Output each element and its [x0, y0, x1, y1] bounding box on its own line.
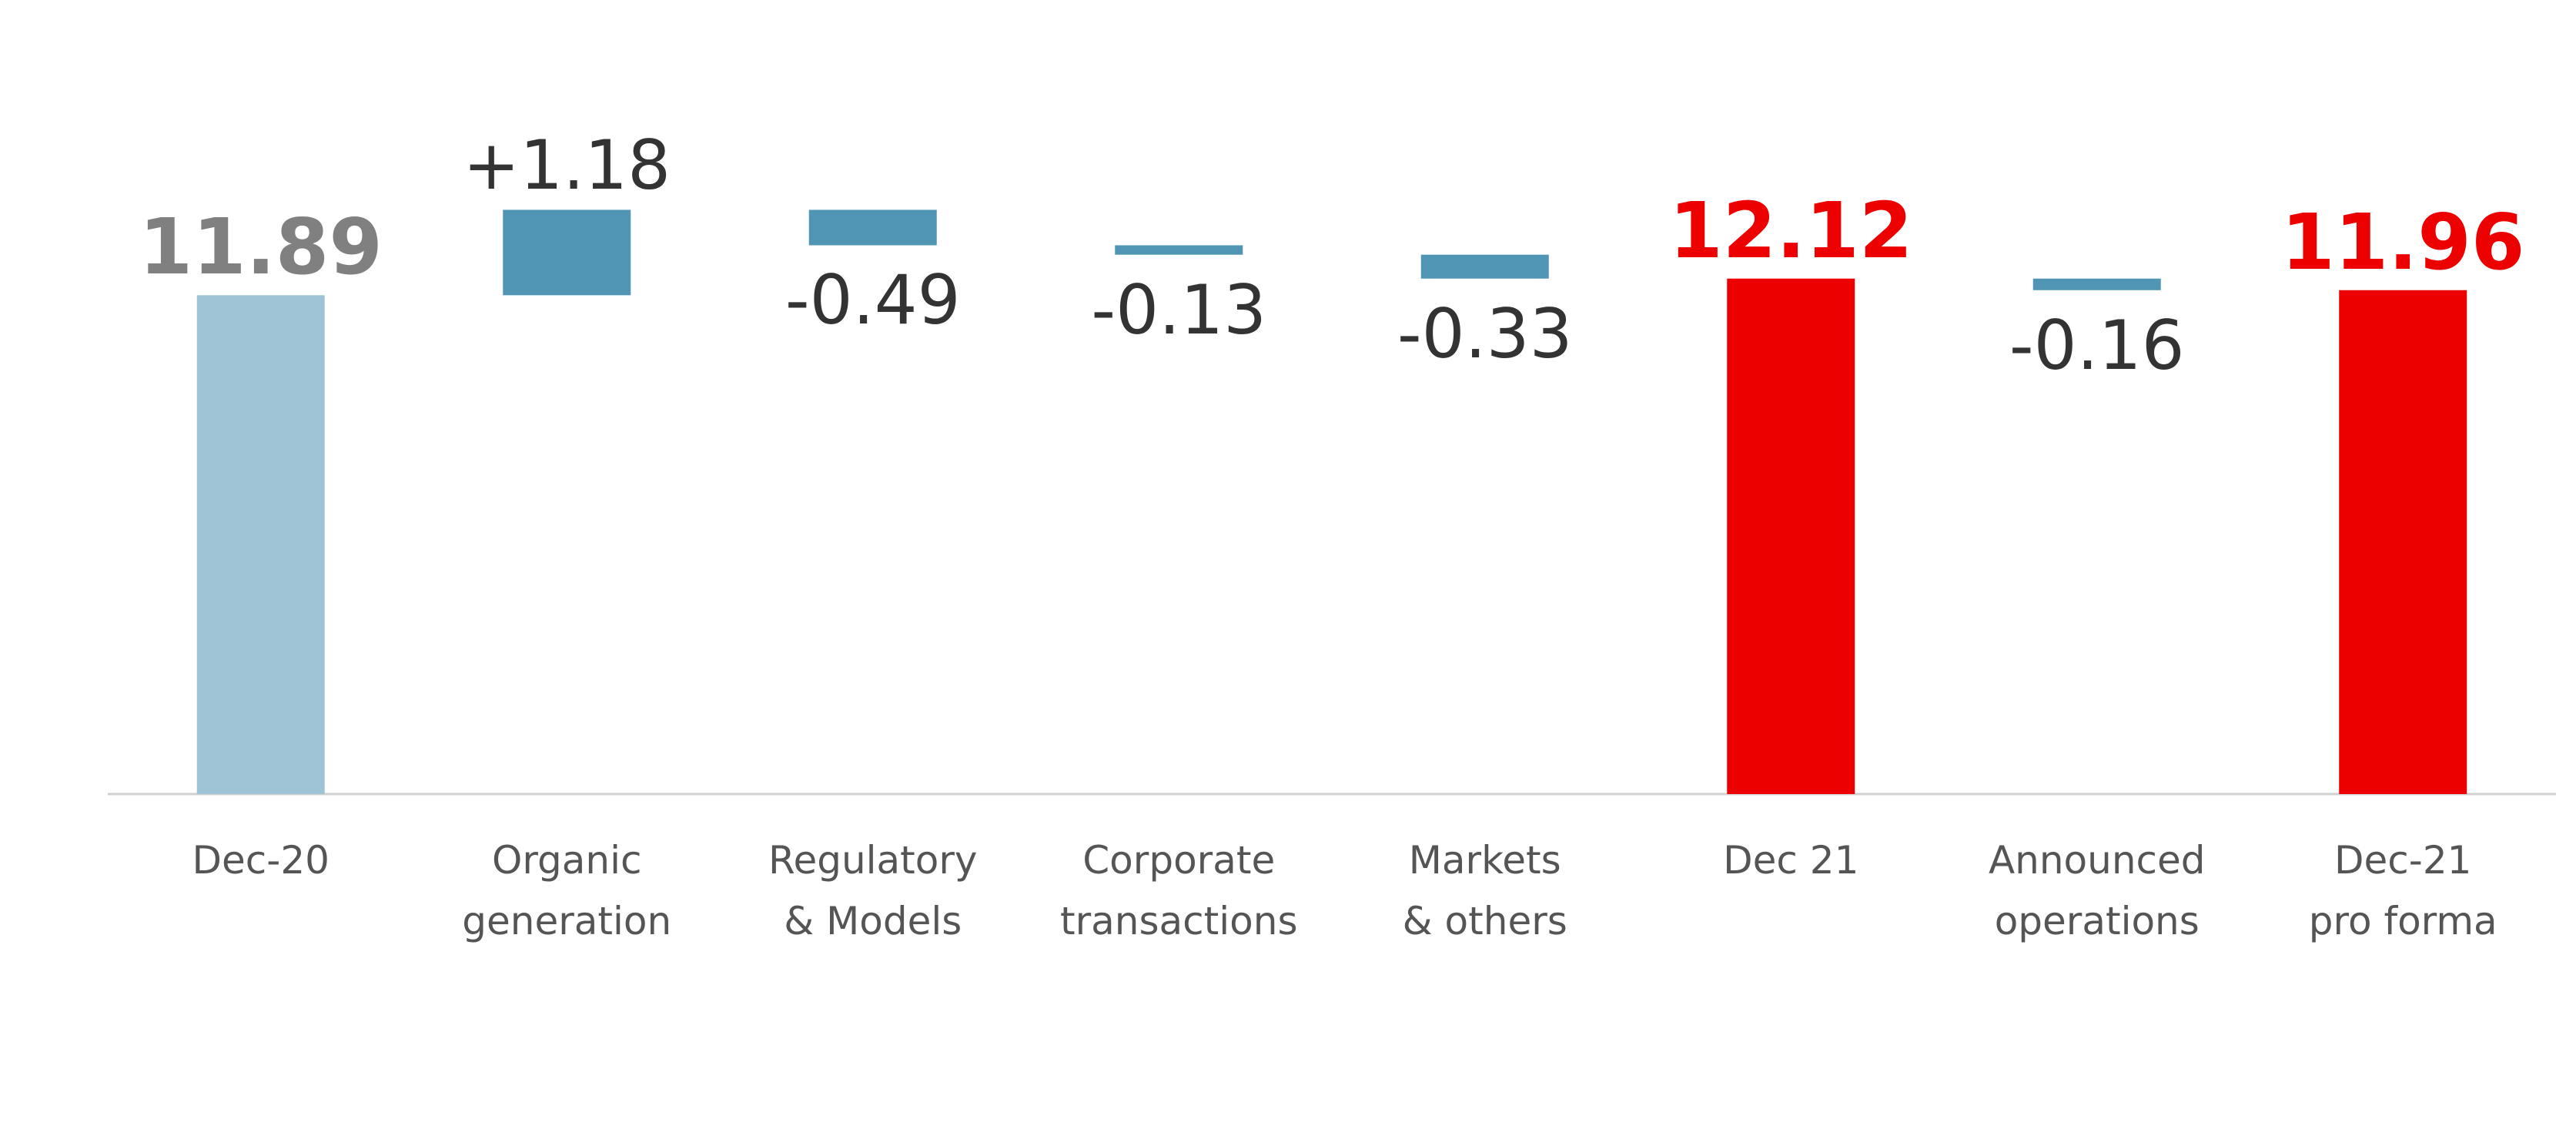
- bar: [1420, 254, 1549, 279]
- bar: [1727, 278, 1855, 795]
- bar: [1115, 245, 1243, 255]
- x-tick-label: Dec-20: [192, 838, 330, 883]
- bar: [196, 295, 325, 795]
- x-tick-label: Dec-21 pro forma: [2308, 838, 2497, 943]
- x-tick-label: Regulatory & Models: [768, 838, 978, 943]
- value-label: 11.89: [139, 202, 383, 293]
- value-label: -0.13: [1091, 270, 1267, 350]
- value-label: 12.12: [1669, 185, 1913, 276]
- value-label: -0.49: [785, 260, 961, 340]
- value-label: -0.16: [2009, 305, 2185, 385]
- value-label: +1.18: [463, 126, 671, 206]
- bar: [808, 209, 937, 246]
- x-tick-label: Corporate transactions: [1060, 838, 1298, 943]
- x-tick-label: Dec 21: [1723, 838, 1859, 883]
- bar: [503, 209, 631, 296]
- bar: [2339, 290, 2467, 794]
- bar: [2032, 278, 2161, 290]
- value-label: -0.33: [1397, 293, 1573, 374]
- x-tick-label: Organic generation: [462, 838, 672, 943]
- x-tick-label: Announced operations: [1988, 838, 2206, 943]
- value-label: 11.96: [2281, 196, 2525, 287]
- x-tick-label: Markets & others: [1402, 838, 1567, 943]
